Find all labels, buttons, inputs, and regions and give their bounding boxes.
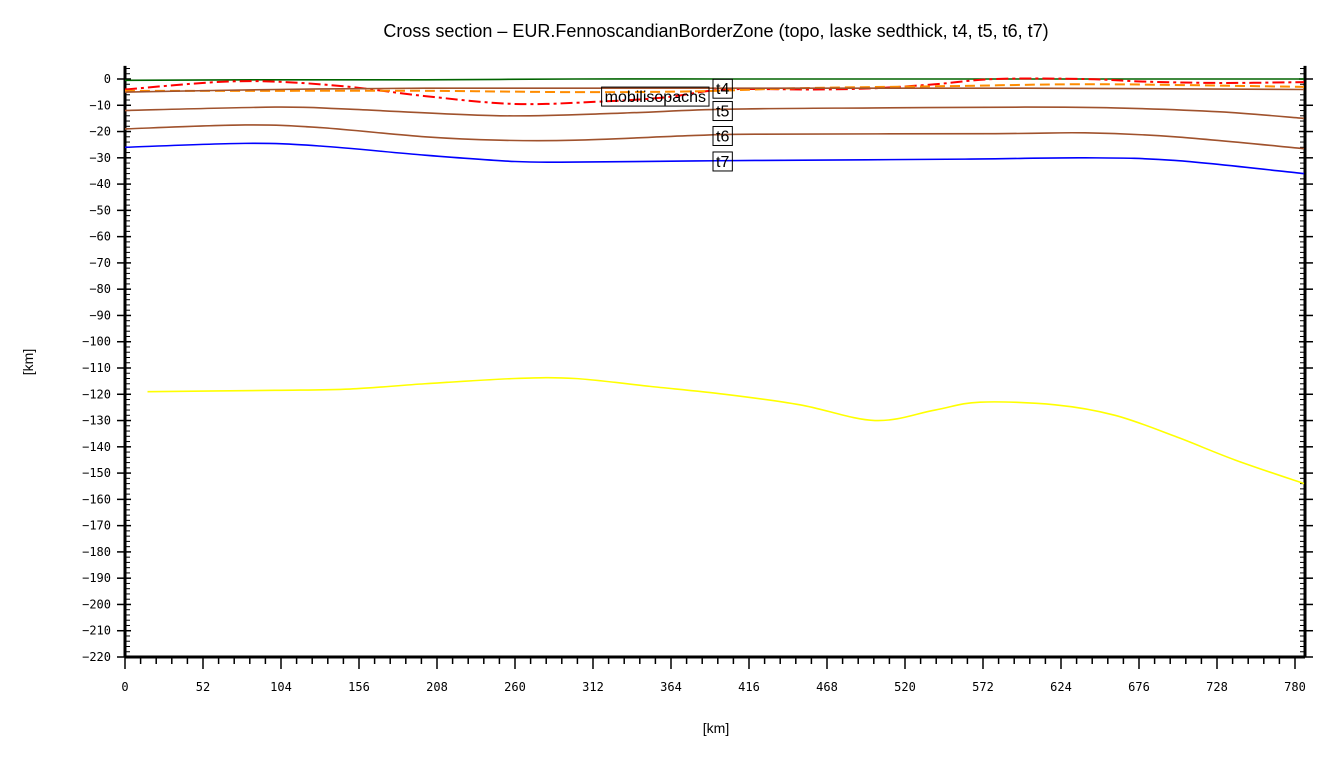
x-tick-label: 572	[972, 680, 994, 694]
annotation-t7: t7	[712, 151, 733, 172]
y-tick-label: −160	[82, 492, 111, 506]
annotation-t4: t4	[712, 78, 733, 99]
y-tick-label: −50	[89, 203, 111, 217]
y-tick-label: −110	[82, 361, 111, 375]
y-tick-label: −120	[82, 387, 111, 401]
chart-title: Cross section – EUR.FennoscandianBorderZ…	[383, 21, 1048, 41]
x-tick-label: 520	[894, 680, 916, 694]
annotation-t5: t5	[712, 101, 733, 122]
y-tick-label: −190	[82, 571, 111, 585]
annotation-label: t5	[716, 104, 729, 121]
x-tick-label: 780	[1284, 680, 1306, 694]
series-line-t6	[124, 124, 1305, 150]
y-tick-label: −10	[89, 98, 111, 112]
x-tick-label: 156	[348, 680, 370, 694]
x-tick-label: 624	[1050, 680, 1072, 694]
annotation-label: mobilisopachs	[605, 89, 706, 106]
y-tick-label: −90	[89, 308, 111, 322]
y-tick-label: −210	[82, 624, 111, 638]
x-tick-label: 676	[1128, 680, 1150, 694]
annotation-t6: t6	[712, 125, 733, 146]
series-line-sedthick	[124, 83, 1305, 94]
y-tick-label: −70	[89, 256, 111, 270]
annotation-label: t6	[716, 128, 729, 145]
x-tick-label: 208	[426, 680, 448, 694]
annotation-box	[712, 78, 733, 99]
y-tick-label: −60	[89, 230, 111, 244]
y-tick-label: −200	[82, 597, 111, 611]
annotation-box	[712, 151, 733, 172]
y-tick-label: −130	[82, 414, 111, 428]
series-line-t5	[124, 106, 1305, 120]
x-tick-label: 260	[504, 680, 526, 694]
x-tick-label: 416	[738, 680, 760, 694]
x-tick-label: 0	[121, 680, 128, 694]
y-tick-label: −220	[82, 650, 111, 664]
y-axis-label: [km]	[20, 349, 36, 375]
x-tick-label: 468	[816, 680, 838, 694]
y-tick-label: −140	[82, 440, 111, 454]
x-tick-label: 52	[196, 680, 210, 694]
annotation-box	[712, 101, 733, 122]
x-tick-label: 728	[1206, 680, 1228, 694]
x-tick-label: 312	[582, 680, 604, 694]
annotation-label: t4	[716, 81, 729, 98]
y-tick-label: −20	[89, 125, 111, 139]
y-tick-label: 0	[104, 72, 111, 86]
y-tick-label: −30	[89, 151, 111, 165]
y-tick-label: −170	[82, 519, 111, 533]
y-tick-label: −40	[89, 177, 111, 191]
x-tick-label: 104	[270, 680, 292, 694]
y-tick-label: −150	[82, 466, 111, 480]
series-line-lab	[147, 376, 1305, 485]
y-tick-label: −180	[82, 545, 111, 559]
x-tick-label: 364	[660, 680, 682, 694]
x-axis-label: [km]	[703, 720, 729, 736]
y-tick-label: −80	[89, 282, 111, 296]
series-line-laske	[124, 77, 1305, 106]
annotation-box	[601, 86, 710, 107]
annotation-label: t7	[716, 154, 729, 171]
series-line-t4	[124, 87, 1305, 93]
annotation-box	[712, 125, 733, 146]
series-line-t7	[124, 142, 1305, 175]
y-tick-label: −100	[82, 335, 111, 349]
annotation-mobilisopachs: mobilisopachs	[601, 86, 710, 107]
